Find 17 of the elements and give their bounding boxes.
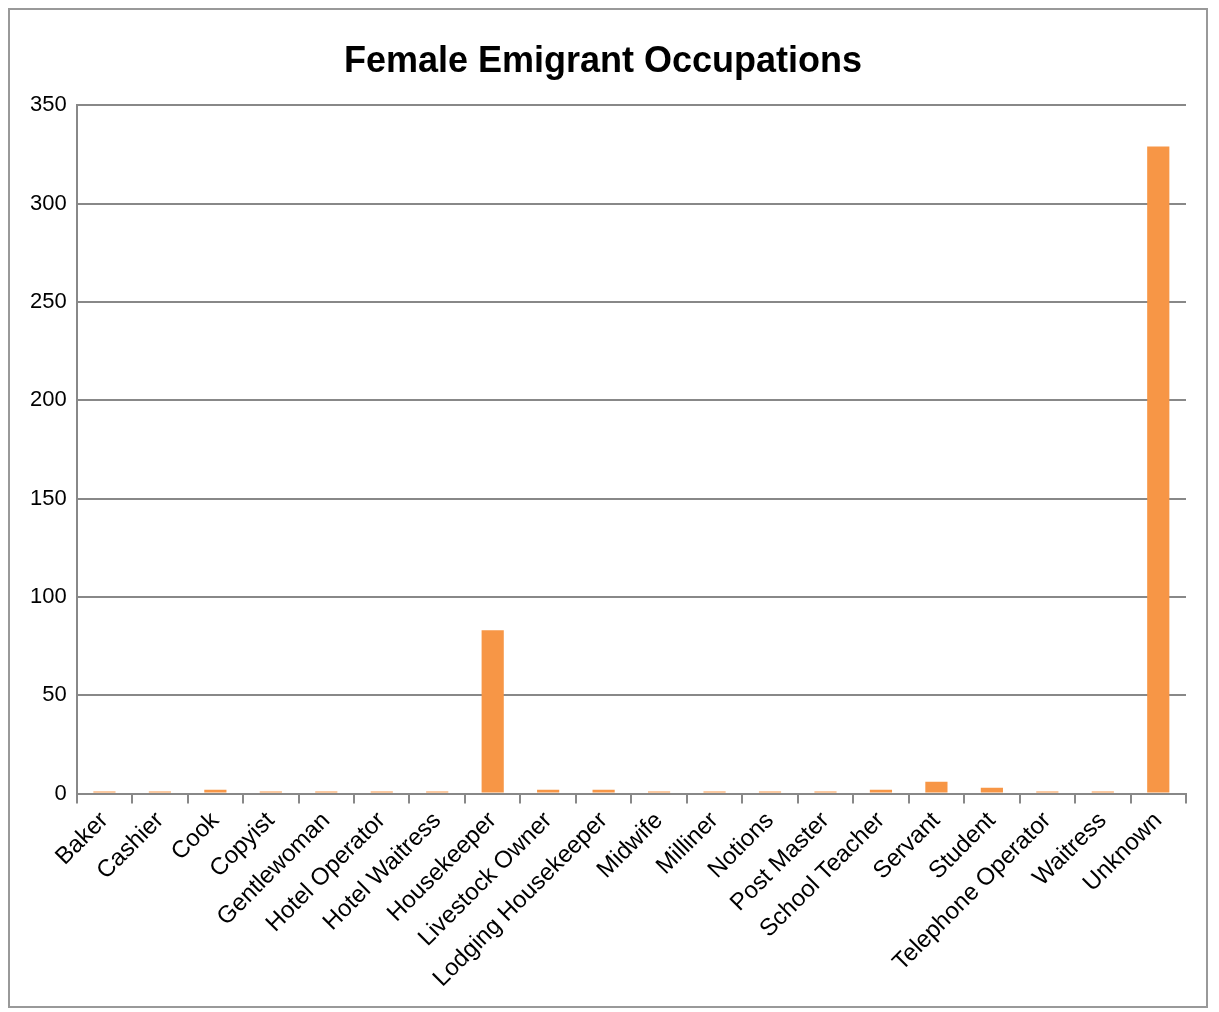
bar (1147, 146, 1170, 793)
y-tick-label: 50 (42, 681, 67, 707)
y-tick-label: 350 (29, 91, 67, 117)
bar (592, 789, 615, 793)
y-tick-label: 250 (29, 287, 67, 313)
y-tick-label: 300 (29, 189, 67, 215)
y-tick-label: 200 (29, 386, 67, 412)
y-tick-label: 100 (29, 582, 67, 608)
chart-title: Female Emigrant Occupations (343, 38, 863, 80)
bar (869, 789, 893, 793)
bar (204, 789, 227, 793)
y-tick-label: 0 (54, 779, 67, 805)
bar (481, 630, 504, 793)
bar (980, 787, 1003, 793)
y-tick-label: 150 (29, 484, 67, 510)
bar (537, 789, 560, 793)
bar (925, 781, 948, 793)
